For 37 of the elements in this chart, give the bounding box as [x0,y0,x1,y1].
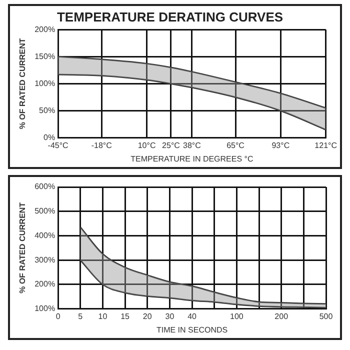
x-tick-label: 200 [274,312,289,321]
x-tick-label: 10 [98,312,108,321]
line-series [58,56,326,109]
x-tick-label: -45°C [48,140,69,150]
y-tick-label: 300% [34,255,56,264]
x-axis-title: TIME IN SECONDS [156,325,228,334]
y-tick-label: 100% [34,304,56,314]
chart-title: TEMPERATURE DERATING CURVES [56,9,284,24]
y-tick-label: 500% [34,206,56,216]
x-tick-label: 100 [230,312,244,321]
y-tick-label: 400% [34,230,56,240]
x-axis-title: TEMPERATURE IN DEGREES °C [130,154,254,164]
x-tick-label: 30 [165,312,175,321]
x-tick-label: 0 [56,312,61,321]
x-tick-label: 65°C [226,140,245,150]
y-tick-label: 600% [34,182,56,192]
y-tick-label: 100% [34,78,56,88]
line-series [58,74,326,130]
x-tick-label: -18°C [91,140,112,150]
x-tick-label: 93°C [272,140,290,150]
x-tick-label: 25°C [162,140,180,150]
x-tick-label: 40 [188,312,198,321]
y-axis-title: % OF RATED CURRENT [18,38,28,130]
x-tick-label: 5 [78,312,84,321]
y-tick-label: 200% [34,280,56,289]
x-tick-label: 500 [319,312,334,321]
y-tick-label: 0% [44,133,56,142]
x-tick-label: 38°C [183,140,202,150]
y-axis-title: % OF RATED CURRENT [18,202,28,294]
line-series [80,259,327,308]
x-tick-label: 15 [120,312,130,321]
y-tick-label: 50% [39,106,56,115]
x-tick-label: 121°C [314,140,338,150]
y-tick-label: 200% [34,24,56,34]
x-tick-label: 20 [142,312,152,321]
y-tick-label: 150% [34,52,56,61]
x-tick-label: 10°C [138,140,156,150]
